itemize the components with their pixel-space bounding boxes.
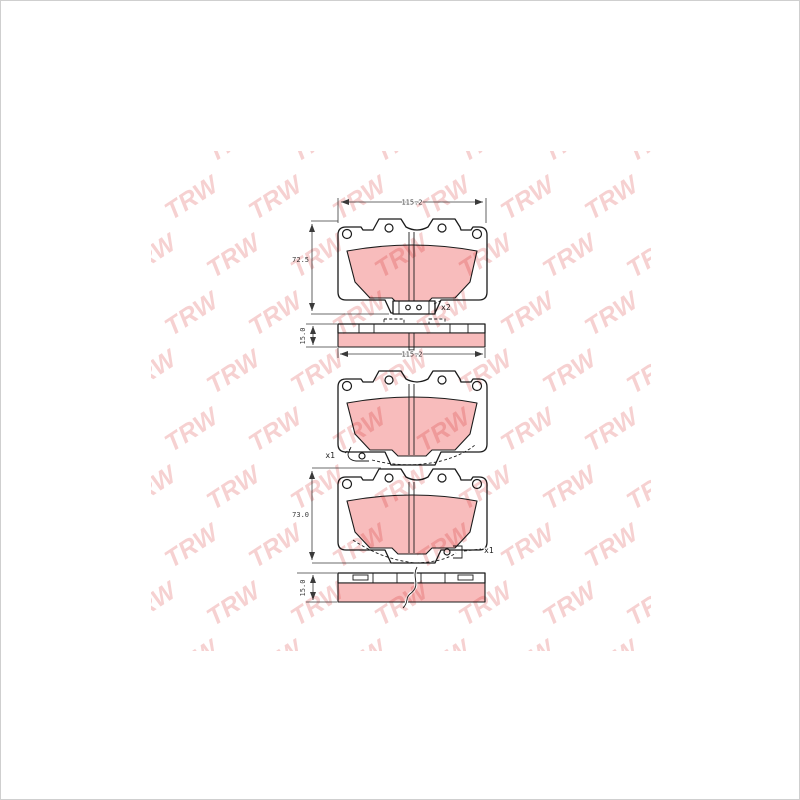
outer-pad-front-view: x2 115.2 72.5	[291, 197, 488, 315]
inner-pad-height-label: 73.0	[292, 511, 309, 519]
inner-pad-right-clip-view: 73.0 x1	[291, 467, 495, 564]
side-top-length-label: 115.2	[401, 351, 422, 359]
width-dim-label: 115.2	[401, 199, 422, 207]
inner-pad-left-qty-label: x1	[325, 451, 335, 460]
side-bottom-thickness-dimension: 15.0	[297, 572, 337, 603]
height-dim-label: 72.5	[292, 256, 309, 264]
side-top-length-dimension: 115.2	[337, 348, 486, 360]
inner-pad-height-dimension: 73.0	[291, 467, 393, 564]
pad-side-view-bottom: 15.0	[297, 566, 486, 610]
piston-bracket	[392, 300, 441, 315]
width-dimension: 115.2	[337, 197, 487, 223]
inner-pad-left-clip-view: x1	[324, 370, 488, 466]
wear-indicator-clip-right	[352, 539, 482, 564]
pad-side-view-top: 15.0 115.2	[298, 318, 486, 360]
outer-pad-qty-label: x2	[441, 303, 451, 312]
side-top-thickness-dimension: 15.0	[298, 323, 337, 348]
side-bottom-thickness-label: 15.0	[299, 580, 307, 597]
height-dimension: 72.5	[291, 220, 389, 315]
inner-pad-right-qty-label: x1	[484, 546, 494, 555]
wear-indicator-clip-left	[344, 444, 476, 466]
side-top-thickness-label: 15.0	[299, 328, 307, 345]
